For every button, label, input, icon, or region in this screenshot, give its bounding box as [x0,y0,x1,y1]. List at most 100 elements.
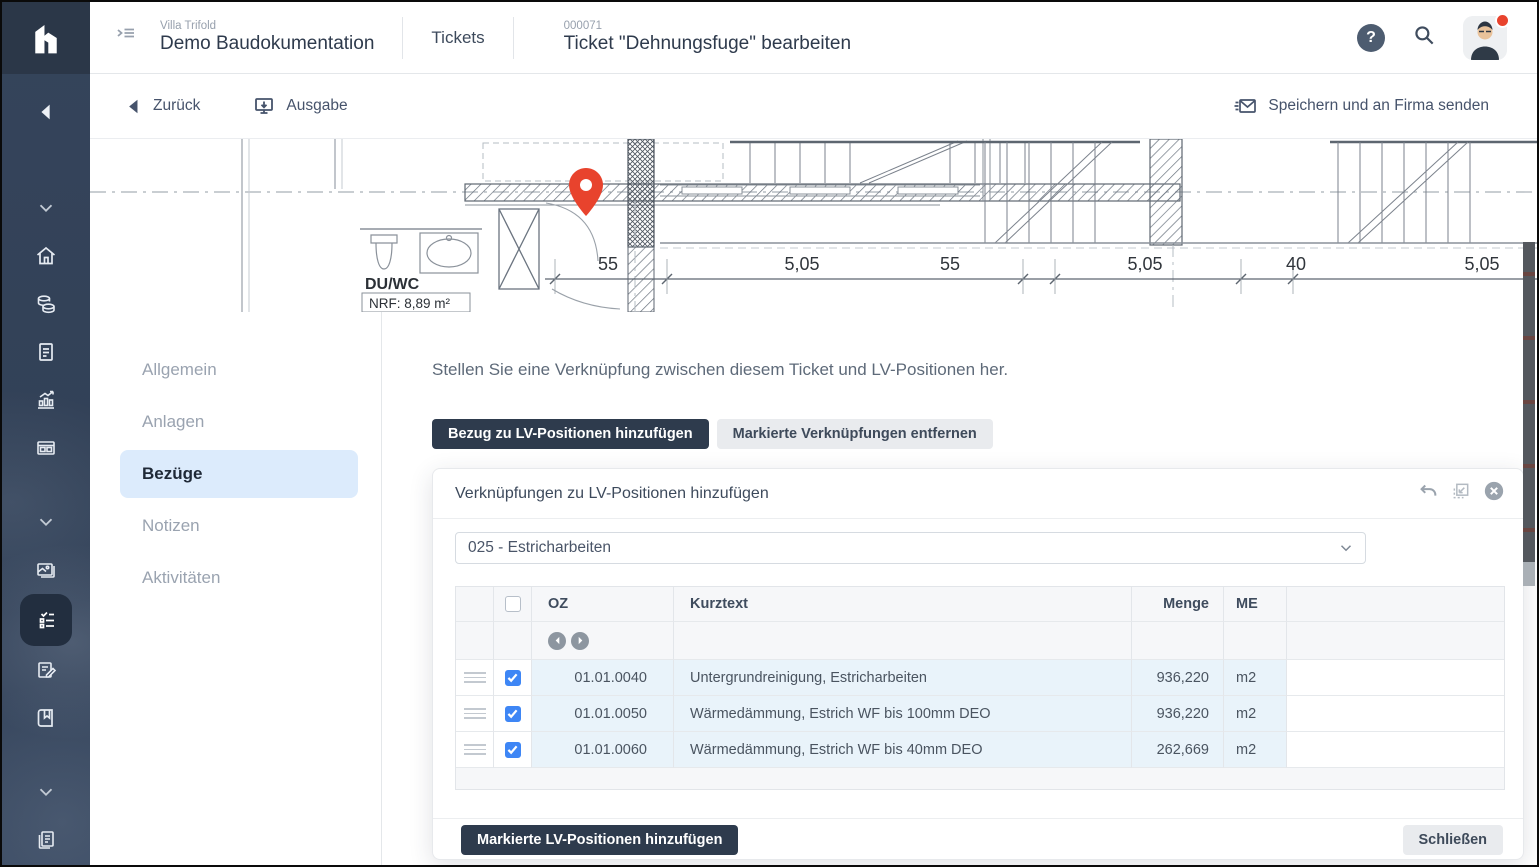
table-row[interactable]: 01.01.0060 Wärmedämmung, Estrich WF bis … [456,732,1504,768]
cell-oz: 01.01.0040 [532,660,674,696]
page-prev-button[interactable] [548,632,566,650]
tab-aktivitaeten[interactable]: Aktivitäten [120,554,358,602]
floor-plan-viewer[interactable]: 55 5,05 55 5,05 40 5,05 DU/WC NRF: 8,89 … [90,139,1537,312]
checkbox[interactable] [505,596,521,612]
sidebar-item-documents[interactable] [20,328,72,376]
collapse-window-button[interactable] [1451,481,1471,506]
collapse-menu-icon [114,23,138,47]
cell-menge: 936,220 [1132,660,1224,696]
question-mark-icon: ? [1366,29,1376,47]
checkbox[interactable] [505,742,521,758]
page-next-button[interactable] [571,632,589,650]
sidebar-item-home[interactable] [20,232,72,280]
tab-bezuege[interactable]: Bezüge [120,450,358,498]
checkbox[interactable] [505,706,521,722]
lv-link-dialog: Verknüpfungen zu LV-Positionen hinzufüge… [432,468,1524,860]
back-triangle-icon [35,101,57,123]
dimension-label: 5,05 [1127,254,1162,274]
brand-logo[interactable] [2,2,90,74]
tab-anlagen[interactable]: Anlagen [120,398,358,446]
send-mail-icon [1232,95,1258,117]
undo-icon [1417,480,1439,502]
breadcrumb-tickets[interactable]: Tickets [431,28,484,48]
note-edit-icon [34,658,58,682]
home-icon [34,244,58,268]
project-breadcrumb[interactable]: Villa Trifold Demo Baudokumentation [160,20,374,55]
ticket-pin-icon[interactable] [569,168,603,216]
room-area-label: NRF: 8,89 m² [369,296,451,311]
header-divider [402,17,403,59]
lv-group-select[interactable]: 025 - Estricharbeiten [455,532,1366,564]
save-and-send-label: Speichern und an Firma senden [1268,97,1489,115]
app-window: Villa Trifold Demo Baudokumentation Tick… [0,0,1539,867]
cell-empty [1287,660,1504,696]
output-button[interactable]: Ausgabe [252,94,347,118]
ticket-section-menu: Allgemein Anlagen Bezüge Notizen Aktivit… [90,312,382,865]
sidebar-item-stock[interactable] [20,280,72,328]
close-button[interactable]: Schließen [1403,825,1504,855]
remove-links-button[interactable]: Markierte Verknüpfungen entfernen [717,419,993,449]
checklist-icon [34,608,58,632]
sidebar-back-button[interactable] [20,88,72,136]
row-drag-handle[interactable] [456,696,494,732]
sidebar-item-files[interactable] [20,816,72,864]
close-icon [1483,480,1505,502]
drag-column-header [456,587,494,622]
breadcrumb-collapse-button[interactable] [114,23,138,52]
table-row[interactable]: 01.01.0040 Untergrundreinigung, Estricha… [456,660,1504,696]
coins-stack-icon [34,292,58,316]
row-checkbox-cell[interactable] [494,660,532,696]
chevron-down-icon [35,781,57,803]
tab-notizen[interactable]: Notizen [120,502,358,550]
sidebar-section-collapse-3[interactable] [20,768,72,816]
images-icon [34,558,58,582]
checkbox[interactable] [505,670,521,686]
vertical-scrollbar-tail[interactable] [1523,562,1535,586]
row-drag-handle[interactable] [456,732,494,768]
output-label: Ausgabe [286,97,347,115]
user-avatar[interactable] [1463,16,1507,60]
lv-positions-table: OZ Kurztext Menge ME [455,586,1505,790]
lv-group-selected-value: 025 - Estricharbeiten [468,539,611,557]
arrow-right-icon [576,636,585,645]
column-header-me[interactable]: ME [1224,587,1287,622]
tab-allgemein[interactable]: Allgemein [120,346,358,394]
add-selected-lv-button[interactable]: Markierte LV-Positionen hinzufügen [461,825,738,855]
vertical-scrollbar[interactable] [1523,242,1535,562]
book-bookmark-icon [34,706,58,730]
sidebar-item-boards[interactable] [20,424,72,472]
top-header: Villa Trifold Demo Baudokumentation Tick… [90,2,1537,74]
sidebar-item-gallery[interactable] [20,546,72,594]
row-checkbox-cell[interactable] [494,732,532,768]
column-header-menge[interactable]: Menge [1132,587,1224,622]
back-button[interactable]: Zurück [124,97,200,116]
row-checkbox-cell[interactable] [494,696,532,732]
sidebar-item-library[interactable] [20,694,72,742]
project-name: Demo Baudokumentation [160,33,374,55]
search-button[interactable] [1411,22,1437,53]
floor-plan-drawing: 55 5,05 55 5,05 40 5,05 DU/WC NRF: 8,89 … [90,139,1537,312]
cell-kurztext: Untergrundreinigung, Estricharbeiten [674,660,1132,696]
sidebar-item-notes[interactable] [20,646,72,694]
row-drag-handle[interactable] [456,660,494,696]
sidebar-section-collapse[interactable] [20,184,72,232]
select-all-checkbox[interactable] [494,587,532,622]
undo-button[interactable] [1417,480,1439,507]
sidebar-item-tasks-active[interactable] [20,594,72,646]
sidebar [2,2,90,865]
back-label: Zurück [153,97,200,115]
table-row[interactable]: 01.01.0050 Wärmedämmung, Estrich WF bis … [456,696,1504,732]
table-footer-strip [456,768,1504,789]
dimension-label: 55 [598,254,618,274]
cell-empty [1287,696,1504,732]
column-header-kurztext[interactable]: Kurztext [674,587,1132,622]
save-and-send-button[interactable]: Speichern und an Firma senden [1232,95,1489,117]
close-dialog-button[interactable] [1483,480,1505,507]
column-header-oz[interactable]: OZ [532,587,674,622]
sidebar-item-reports[interactable] [20,376,72,424]
add-lv-reference-button[interactable]: Bezug zu LV-Positionen hinzufügen [432,419,709,449]
shrink-window-icon [1451,481,1471,501]
help-button[interactable]: ? [1357,24,1385,52]
chevron-down-icon [35,511,57,533]
sidebar-section-collapse-2[interactable] [20,498,72,546]
